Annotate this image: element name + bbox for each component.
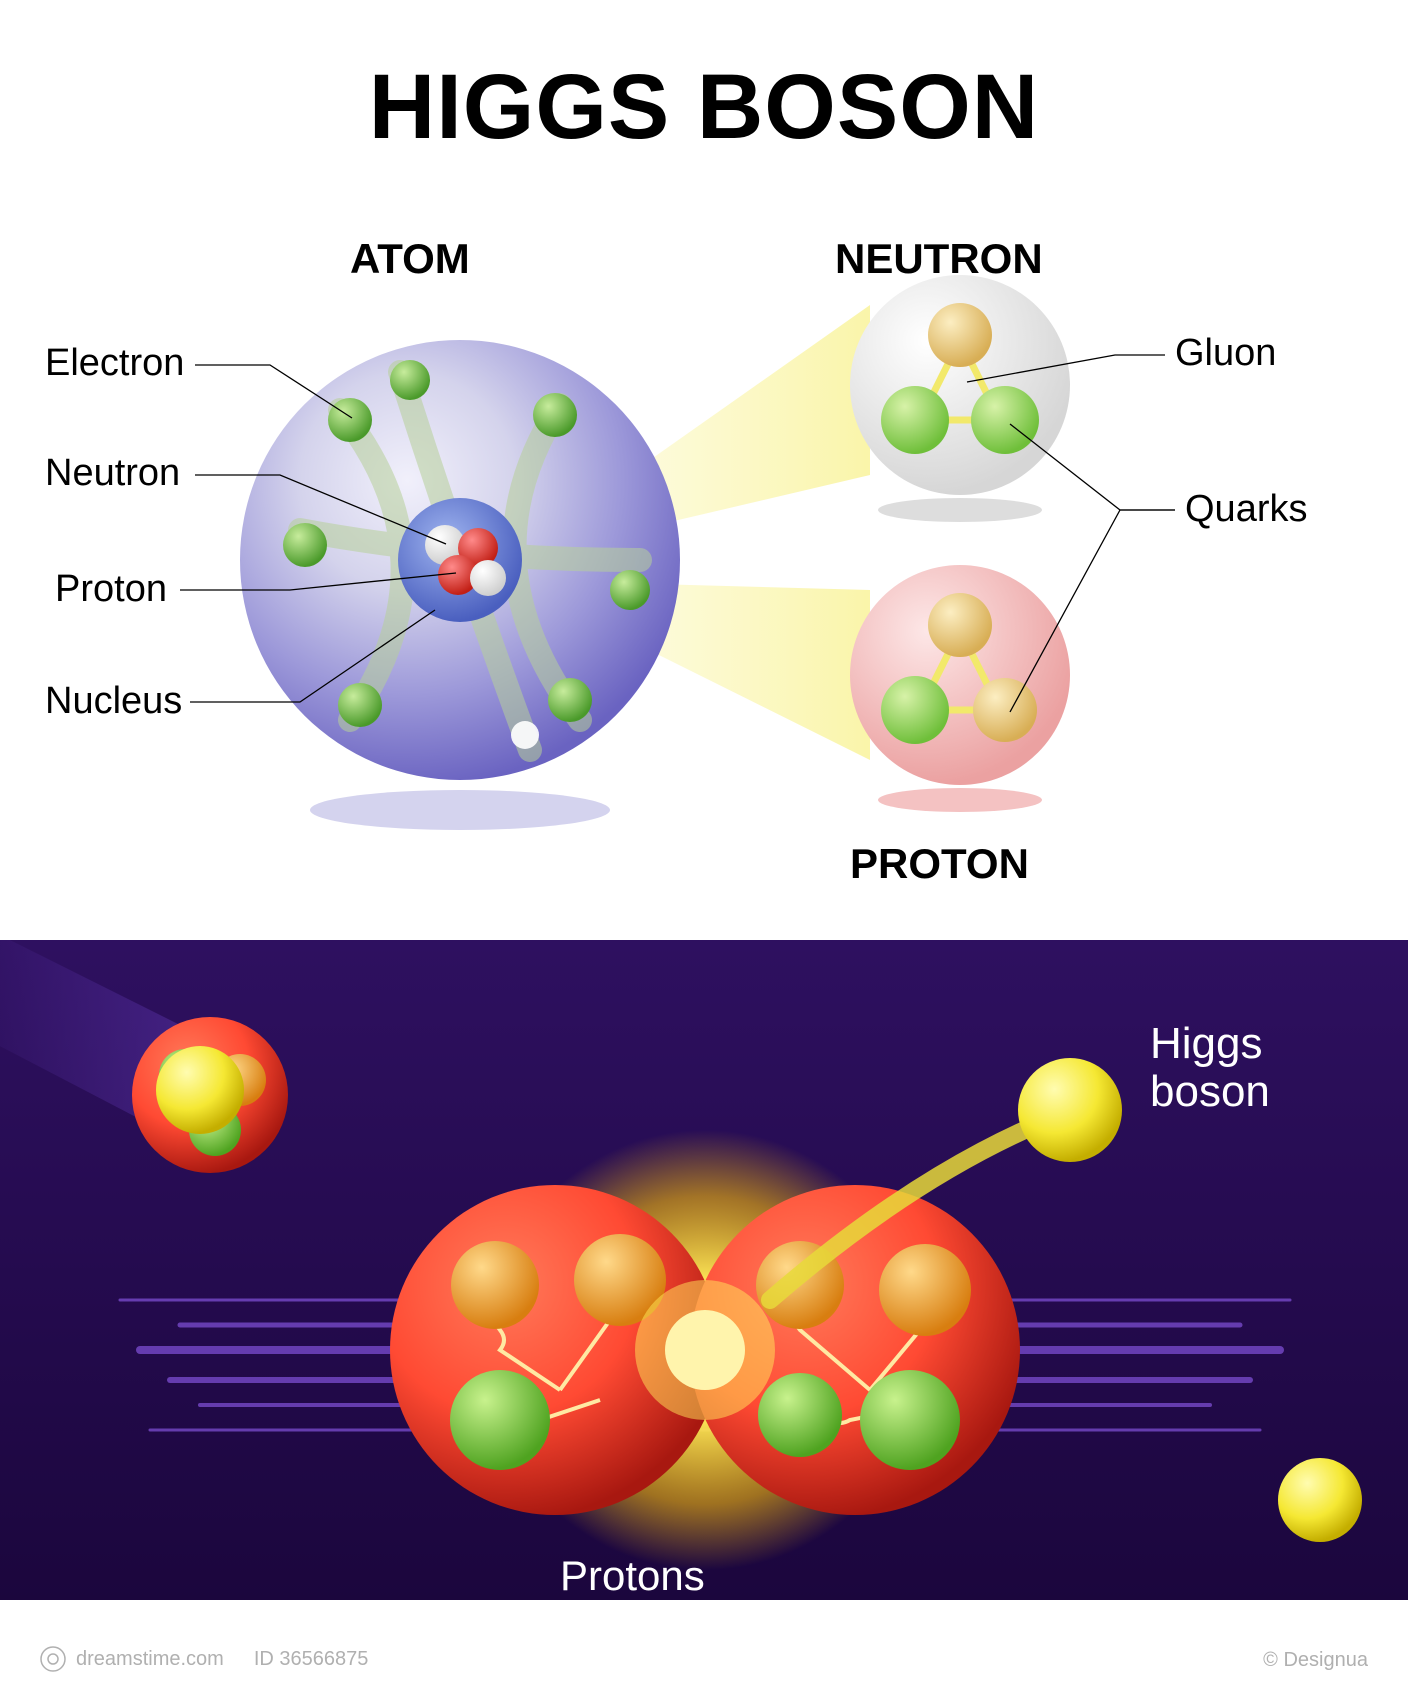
electron	[338, 683, 382, 727]
camera-icon	[40, 1646, 66, 1672]
footer-right: © Designua	[1263, 1649, 1368, 1672]
proton-quark-tan	[973, 678, 1037, 742]
loose-particle	[1278, 1458, 1362, 1542]
electron	[610, 570, 650, 610]
main-title: HIGGS BOSON	[0, 55, 1408, 160]
collision-core	[635, 1280, 775, 1420]
neutron-quark-green	[881, 386, 949, 454]
electron	[328, 398, 372, 442]
label-proton: Proton	[55, 568, 167, 611]
proton-detail-group	[850, 565, 1070, 812]
atom-highlight-dot	[511, 721, 539, 749]
electron	[283, 523, 327, 567]
footer-site: dreamstime.com	[76, 1648, 224, 1671]
electron	[548, 678, 592, 722]
atom-title: ATOM	[350, 235, 470, 283]
atom-shadow	[310, 790, 610, 830]
label-neutron: Neutron	[45, 452, 180, 495]
nucleon-neutron	[470, 560, 506, 596]
proton-quark-green	[881, 676, 949, 744]
label-nucleus: Nucleus	[45, 680, 182, 723]
label-quarks: Quarks	[1185, 488, 1307, 531]
infographic-root: HIGGS BOSON ATOM NEUTRON PROTON Electron…	[0, 0, 1408, 1690]
proton-shadow	[878, 788, 1042, 812]
electron	[533, 393, 577, 437]
label-protons: Protons	[560, 1552, 705, 1600]
proton-title: PROTON	[850, 840, 1029, 888]
footer-author: Designua	[1283, 1649, 1368, 1671]
neutron-quark-tan	[928, 303, 992, 367]
neutron-shadow	[878, 498, 1042, 522]
proton-quark-tan	[928, 593, 992, 657]
neutron-detail-group	[850, 275, 1070, 522]
footer-left: dreamstime.com ID 36566875	[40, 1646, 368, 1672]
label-electron: Electron	[45, 342, 184, 385]
label-higgs: Higgs boson	[1150, 1020, 1270, 1117]
label-gluon: Gluon	[1175, 332, 1276, 375]
footer-id: ID 36566875	[254, 1648, 369, 1671]
neutron-title: NEUTRON	[835, 235, 1043, 283]
footer-copyright: ©	[1263, 1649, 1278, 1671]
electron	[390, 360, 430, 400]
atom-group	[240, 340, 680, 830]
neutron-quark-green	[971, 386, 1039, 454]
